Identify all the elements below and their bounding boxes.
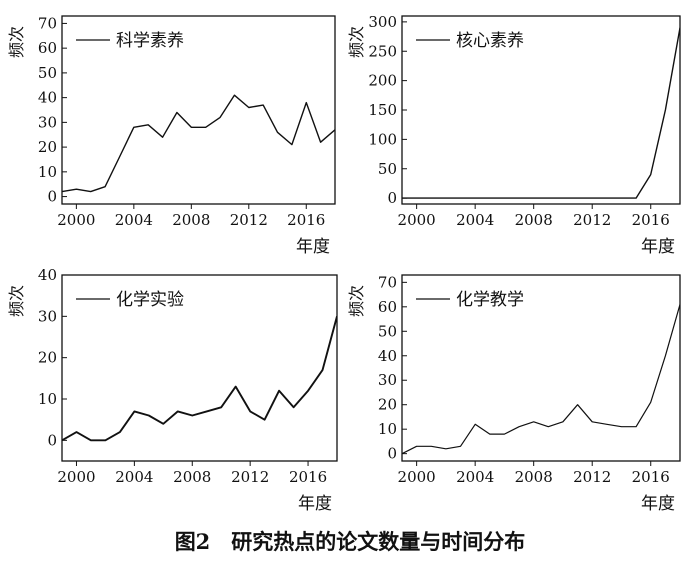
x-tick-label: 2012	[231, 468, 269, 486]
x-axis-label: 年度	[298, 494, 332, 514]
chart-panel-core-literacy: 0 50 100 150 200 250 300 2000 2004 2008 2012 2016 频次…	[347, 13, 681, 257]
y-tick-label: 40	[378, 347, 397, 365]
x-tick-label: 2008	[172, 211, 210, 229]
y-axis-label: 频次	[7, 285, 26, 317]
legend-label: 科学素养	[116, 31, 184, 51]
x-tick-label: 2008	[515, 468, 553, 486]
legend-label: 化学实验	[116, 290, 184, 310]
y-tick-label: 30	[38, 113, 57, 131]
x-tick-label: 2016	[632, 468, 670, 486]
x-tick-label: 2012	[573, 468, 611, 486]
series-line-chemistry-experiment	[62, 316, 337, 442]
x-tick-label: 2000	[398, 211, 436, 229]
x-axis-label: 年度	[641, 237, 675, 257]
y-tick-label: 0	[387, 189, 397, 207]
y-tick-label: 50	[38, 64, 57, 82]
y-axis-label: 频次	[7, 26, 26, 58]
y-tick-label: 40	[38, 89, 57, 107]
plot-frame	[401, 15, 681, 205]
x-tick-label: 2004	[456, 211, 494, 229]
y-tick-label: 10	[378, 420, 397, 438]
x-tick-label: 2000	[57, 211, 95, 229]
y-tick-label: 10	[38, 163, 57, 181]
y-tick-label: 200	[368, 72, 397, 90]
y-tick-label: 30	[378, 371, 397, 389]
series-line-core-literacy	[402, 27, 680, 199]
y-tick-label: 40	[38, 266, 57, 284]
x-tick-label: 2016	[287, 211, 325, 229]
y-tick-label: 20	[38, 349, 57, 367]
x-tick-label: 2004	[456, 468, 494, 486]
y-tick-label: 20	[378, 396, 397, 414]
plot-frame	[61, 15, 336, 205]
y-tick-label: 250	[368, 42, 397, 60]
x-tick-label: 2004	[115, 468, 153, 486]
x-tick-label: 2008	[515, 211, 553, 229]
y-tick-label: 10	[38, 390, 57, 408]
y-tick-label: 0	[387, 445, 397, 463]
x-tick-label: 2016	[632, 211, 670, 229]
y-tick-label: 100	[368, 130, 397, 148]
plot-frame	[401, 274, 681, 462]
y-tick-label: 60	[378, 298, 397, 316]
y-tick-label: 30	[38, 307, 57, 325]
x-tick-label: 2012	[230, 211, 268, 229]
y-tick-label: 70	[38, 14, 57, 32]
x-axis-label: 年度	[641, 494, 675, 514]
plot-frame	[61, 274, 338, 462]
x-tick-label: 2004	[115, 211, 153, 229]
x-tick-label: 2012	[573, 211, 611, 229]
y-tick-label: 70	[378, 273, 397, 291]
y-axis-label: 频次	[347, 26, 366, 58]
x-tick-label: 2000	[57, 468, 95, 486]
figure-caption: 图2 研究热点的论文数量与时间分布	[175, 529, 526, 554]
legend-label: 核心素养	[456, 31, 524, 51]
y-tick-label: 20	[38, 138, 57, 156]
y-axis-label: 频次	[347, 285, 366, 317]
series-line-science-literacy	[62, 94, 335, 193]
x-tick-label: 2016	[289, 468, 327, 486]
x-tick-label: 2000	[398, 468, 436, 486]
legend-label: 化学教学	[456, 290, 524, 310]
x-axis-label: 年度	[296, 237, 330, 257]
y-tick-label: 60	[38, 39, 57, 57]
y-tick-label: 50	[378, 160, 397, 178]
y-tick-label: 50	[378, 322, 397, 340]
y-tick-label: 150	[368, 101, 397, 119]
y-tick-label: 300	[368, 13, 397, 31]
y-tick-label: 0	[47, 188, 57, 206]
x-tick-label: 2008	[173, 468, 211, 486]
y-tick-label: 0	[47, 431, 57, 449]
series-line-chemistry-teaching	[402, 304, 680, 455]
